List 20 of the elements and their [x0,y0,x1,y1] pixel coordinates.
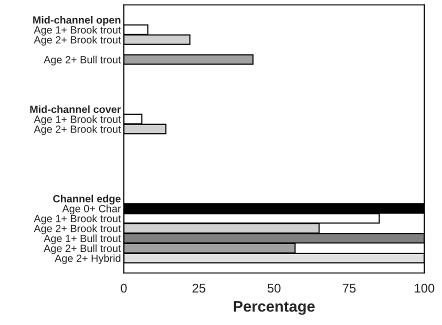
y-tick-label: Age 2+ Brook trout [34,224,121,234]
y-tick-label: Age 2+ Bull trout [44,56,121,66]
y-tick-label: Age 1+ Brook trout [34,115,121,126]
y-tick-label: Age 2+ Bull trout [44,244,121,254]
y-tick-label: Age 2+ Brook trout [34,125,121,135]
x-axis-title: Percentage [234,301,315,315]
y-tick-label: Channel edge [53,194,121,204]
x-tick-label: 25 [192,284,206,293]
y-tick-label: Mid-channel open [33,16,120,26]
y-tick-label: Age 0+ Char [62,204,121,214]
y-tick-label: Age 1+ Bull trout [44,234,121,244]
y-tick-label: Age 1+ Brook trout [34,214,121,224]
y-tick-label: Age 2+ Hybrid [54,254,120,264]
y-tick-label: Mid-channel cover [30,105,121,114]
x-tick-label: 0 [120,284,127,293]
y-tick-label: Age 2+ Brook trout [34,36,121,46]
x-tick-label: 75 [342,284,356,293]
y-tick-label: Age 1+ Brook trout [34,26,121,36]
x-tick-label: 100 [414,284,434,293]
x-tick-label: 50 [268,284,281,293]
